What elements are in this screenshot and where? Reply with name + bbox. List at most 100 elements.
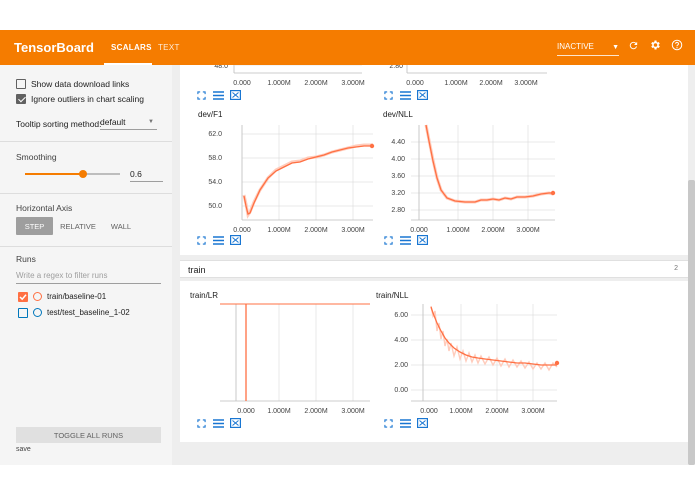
app-header: TensorBoard SCALARS TEXT INACTIVE ▼ (0, 30, 695, 65)
grid (411, 125, 555, 220)
download-links-label: Show data download links (31, 79, 130, 89)
x-tick-label: 1.000M (267, 408, 291, 415)
y-tick-label: 50.0 (208, 203, 222, 210)
divider (0, 246, 172, 247)
fit-screen-icon[interactable] (196, 418, 207, 428)
chart-toolbar (383, 418, 428, 428)
fit-domain-icon[interactable] (417, 90, 428, 100)
run-filter-input[interactable]: Write a regex to filter runs (16, 271, 161, 284)
fit-screen-icon[interactable] (196, 235, 207, 245)
fit-domain-icon[interactable] (230, 90, 241, 100)
data-list-icon[interactable] (400, 418, 411, 428)
tab-text[interactable]: TEXT (158, 43, 180, 52)
smoothing-label: Smoothing (16, 152, 57, 162)
x-tick-label: 0.000 (410, 227, 428, 234)
divider (0, 141, 172, 142)
download-links-checkbox[interactable] (16, 79, 26, 89)
x-tick-label: 0.000 (233, 227, 251, 234)
main-scrollbar[interactable] (688, 180, 695, 465)
run-checkbox[interactable] (18, 292, 28, 302)
fit-screen-icon[interactable] (196, 90, 207, 100)
fit-screen-icon[interactable] (383, 418, 394, 428)
fit-domain-icon[interactable] (417, 235, 428, 245)
divider (0, 193, 172, 194)
fit-screen-icon[interactable] (383, 90, 394, 100)
y-tick-label: 2.80 (389, 65, 403, 70)
x-tick-label: 0.000 (406, 80, 424, 87)
chart-toolbar (196, 418, 241, 428)
x-tick-label: 3.000M (341, 408, 365, 415)
x-tick-label: 2.000M (481, 227, 505, 234)
help-icon[interactable] (670, 38, 684, 52)
x-tick-label: 2.000M (304, 227, 328, 234)
run-status-value: INACTIVE (557, 42, 594, 51)
grid (278, 304, 354, 401)
series-endpoint (550, 190, 556, 196)
chart-title: dev/NLL (383, 110, 413, 119)
run-color-radio[interactable] (33, 308, 42, 317)
smoothing-value-input[interactable]: 0.6 (130, 169, 163, 182)
dev-f1-chart: 62.0 58.0 54.0 50.0 0.000 1.000M 2.000M … (208, 125, 375, 234)
chart-title: dev/F1 (198, 110, 223, 119)
axis-relative-button[interactable]: RELATIVE (60, 221, 96, 231)
section-header-train[interactable]: train 2 (180, 260, 688, 278)
series-line (425, 124, 553, 203)
axis-step-button[interactable]: STEP (16, 217, 53, 235)
train-nll-chart: 6.00 4.00 2.00 0.00 0.000 1.000M 2.000M … (394, 304, 560, 415)
grid (242, 125, 373, 220)
fit-domain-icon[interactable] (230, 418, 241, 428)
x-tick-label: 0.000 (237, 408, 255, 415)
series-line (430, 306, 557, 366)
chart-toolbar (383, 235, 428, 245)
x-tick-label: 3.000M (516, 227, 540, 234)
data-list-icon[interactable] (400, 90, 411, 100)
brand-title: TensorBoard (14, 40, 94, 55)
runs-label: Runs (16, 254, 36, 264)
x-tick-label: 0.000 (420, 408, 438, 415)
smoothing-slider-handle[interactable] (79, 170, 87, 178)
smoothing-slider-track[interactable] (25, 173, 120, 175)
train-lr-chart: 0.000 1.000M 2.000M 3.000M (220, 303, 370, 415)
data-list-icon[interactable] (400, 235, 411, 245)
tooltip-sorting-value: default (100, 117, 126, 127)
series-endpoint (554, 360, 560, 366)
run-status-dropdown[interactable]: INACTIVE ▼ (557, 42, 619, 56)
axis-wall-button[interactable]: WALL (110, 221, 132, 231)
refresh-icon[interactable] (626, 38, 640, 52)
x-tick-label: 1.000M (267, 80, 291, 87)
x-tick-label: 2.000M (304, 80, 328, 87)
x-tick-label: 3.000M (341, 227, 365, 234)
gear-icon[interactable] (648, 38, 662, 52)
data-list-icon[interactable] (213, 90, 224, 100)
x-tick-label: 1.000M (446, 227, 470, 234)
toggle-all-runs-button[interactable]: TOGGLE ALL RUNS (16, 427, 161, 443)
ignore-outliers-checkbox[interactable] (16, 94, 26, 104)
chart-title: train/NLL (376, 291, 409, 300)
run-color-radio[interactable] (33, 292, 42, 301)
chart-toolbar (196, 235, 241, 245)
chart-card-group: train/LR 0.000 1.000M 2.000M 3.000M trai… (180, 281, 688, 442)
y-tick-label: 4.00 (394, 337, 408, 344)
fit-domain-icon[interactable] (417, 418, 428, 428)
fit-screen-icon[interactable] (383, 235, 394, 245)
save-link[interactable]: save (16, 446, 31, 453)
tab-scalars[interactable]: SCALARS (111, 43, 152, 52)
data-list-icon[interactable] (213, 235, 224, 245)
chart-card-group: 48.0 0.000 1.000M 2.000M 3.000M 2.80 0.0… (180, 65, 688, 255)
smoothing-slider-fill (25, 173, 82, 175)
data-list-icon[interactable] (213, 418, 224, 428)
y-tick-label: 4.00 (391, 156, 405, 163)
y-tick-label: 48.0 (214, 65, 228, 70)
y-tick-label: 54.0 (208, 179, 222, 186)
run-checkbox[interactable] (18, 308, 28, 318)
y-tick-label: 0.00 (394, 387, 408, 394)
section-title: train (188, 265, 206, 275)
x-tick-label: 1.000M (449, 408, 473, 415)
y-tick-label: 2.80 (391, 207, 405, 214)
partial-chart-left: 48.0 0.000 1.000M 2.000M 3.000M (214, 65, 365, 87)
tooltip-sorting-select[interactable]: default ▼ (100, 117, 157, 130)
fit-domain-icon[interactable] (230, 235, 241, 245)
x-tick-label: 3.000M (341, 80, 365, 87)
y-tick-label: 58.0 (208, 155, 222, 162)
x-tick-label: 3.000M (521, 408, 545, 415)
